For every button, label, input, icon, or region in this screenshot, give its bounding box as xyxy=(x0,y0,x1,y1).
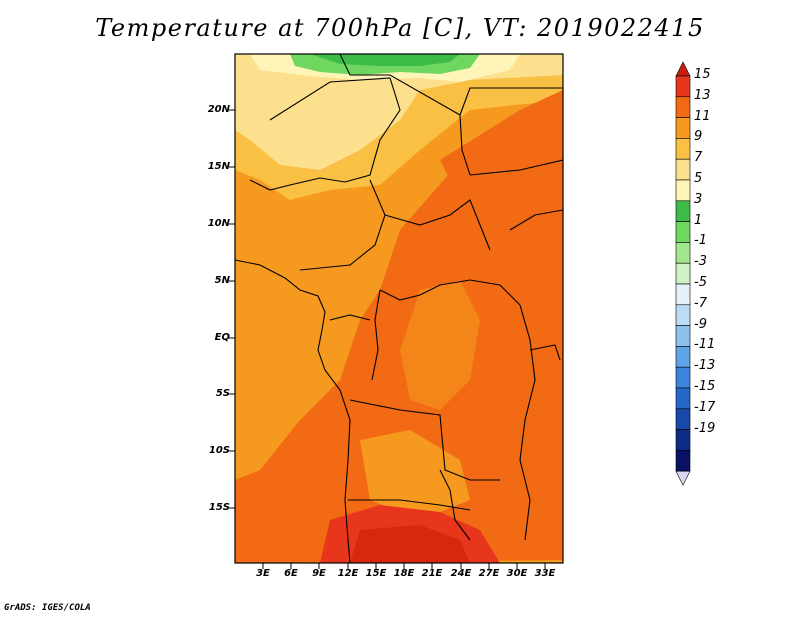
colorbar-label: 15 xyxy=(694,67,711,82)
credit-text: GrADS: IGES/COLA xyxy=(4,603,91,613)
lon-label-27e: 27E xyxy=(478,568,500,579)
lon-label-6e: 6E xyxy=(284,568,298,579)
colorbar-label: 13 xyxy=(694,87,711,103)
colorbar-swatch xyxy=(675,283,691,306)
chart-title: Temperature at 700hPa [C], VT: 201902241… xyxy=(95,14,705,42)
lat-label-eq: EQ xyxy=(214,332,230,343)
colorbar-label: -5 xyxy=(694,275,707,290)
colorbar-label: 11 xyxy=(694,108,711,124)
colorbar-swatch xyxy=(675,408,691,430)
lon-label-12e: 12E xyxy=(337,568,359,579)
colorbar-label: -1 xyxy=(694,233,707,249)
colorbar-label: -13 xyxy=(694,358,716,374)
colorbar-label: -17 xyxy=(694,399,716,415)
colorbar-swatch xyxy=(675,325,691,347)
colorbar-swatch xyxy=(675,346,691,368)
lat-label-10n: 10N xyxy=(207,218,230,229)
lon-label-18e: 18E xyxy=(393,568,415,579)
colorbar-label: -19 xyxy=(694,420,716,436)
axis-ticks xyxy=(229,109,546,569)
lon-label-21e: 21E xyxy=(421,568,443,579)
lat-label-20n: 20N xyxy=(207,104,230,115)
colorbar-extend-top xyxy=(675,61,691,77)
colorbar-swatch xyxy=(675,200,691,222)
lat-label-15n: 15N xyxy=(207,161,230,172)
lat-label-5s: 5S xyxy=(215,388,230,399)
map-frame xyxy=(234,53,564,564)
colorbar-swatch xyxy=(675,75,691,98)
colorbar-swatch xyxy=(675,138,691,160)
colorbar-label: -3 xyxy=(694,254,707,270)
colorbar-label: 5 xyxy=(694,171,703,186)
colorbar-swatch xyxy=(675,262,691,285)
colorbar-swatch xyxy=(675,429,691,451)
colorbar-swatch xyxy=(675,179,691,202)
colorbar-swatch xyxy=(675,242,691,264)
lat-label-15s: 15S xyxy=(208,502,230,513)
colorbar-label: -7 xyxy=(694,295,707,311)
colorbar-extend-bottom xyxy=(675,470,691,486)
colorbar-swatch xyxy=(675,221,691,243)
colorbar-label: -15 xyxy=(694,379,716,394)
country-borders xyxy=(235,54,563,563)
lat-label-5n: 5N xyxy=(214,275,230,286)
lon-label-9e: 9E xyxy=(312,568,326,579)
colorbar-label: 9 xyxy=(694,129,703,145)
colorbar-label: 3 xyxy=(694,191,703,207)
colorbar-swatch xyxy=(675,450,691,472)
lon-label-3e: 3E xyxy=(256,568,270,579)
colorbar-swatch xyxy=(675,304,691,326)
colorbar-swatch xyxy=(675,158,691,181)
colorbar-label: -11 xyxy=(694,337,716,353)
lon-label-33e: 33E xyxy=(534,568,556,579)
lon-label-15e: 15E xyxy=(365,568,387,579)
colorbar-label: 1 xyxy=(694,212,703,228)
colorbar-label: 7 xyxy=(694,150,703,166)
colorbar-swatch xyxy=(675,117,691,139)
colorbar-swatch xyxy=(675,387,691,410)
colorbar xyxy=(675,61,691,486)
colorbar-swatch xyxy=(675,366,691,389)
colorbar-label: -9 xyxy=(694,316,707,332)
temperature-field xyxy=(235,54,563,563)
lon-label-24e: 24E xyxy=(450,568,472,579)
lat-label-10s: 10S xyxy=(208,445,230,456)
lon-label-30e: 30E xyxy=(506,568,528,579)
colorbar-swatch xyxy=(675,96,691,118)
